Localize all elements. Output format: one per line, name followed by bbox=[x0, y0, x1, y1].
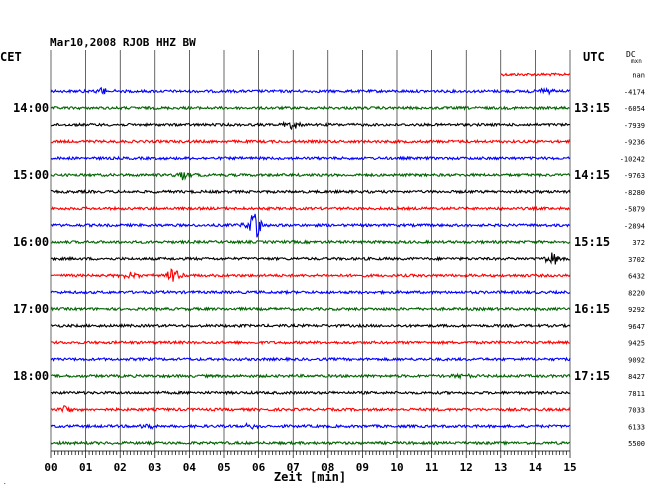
dc-value-3: -7939 bbox=[624, 122, 645, 130]
dc-value-9: -2894 bbox=[624, 222, 645, 230]
trace-0 bbox=[500, 72, 571, 77]
cet-label-18:00: 18:00 bbox=[13, 369, 49, 383]
trace-1 bbox=[50, 86, 571, 96]
utc-label-14:15: 14:15 bbox=[574, 168, 610, 182]
x-ticks: 00 01 02 03 04 05 06 07 08 09 10 11 12 13 14 15 bbox=[44, 450, 577, 474]
x-tick-label-12: 12 bbox=[460, 461, 473, 474]
trace-14 bbox=[50, 306, 571, 312]
utc-label-17:15: 17:15 bbox=[574, 369, 610, 383]
x-tick-label-13: 13 bbox=[494, 461, 507, 474]
x-tick-label-05: 05 bbox=[217, 461, 230, 474]
dc-value-22: 5500 bbox=[628, 440, 645, 448]
trace-9 bbox=[50, 213, 571, 238]
dc-value-13: 8220 bbox=[628, 289, 645, 297]
dc-value-20: 7033 bbox=[628, 407, 645, 415]
dc-value-7: -8280 bbox=[624, 189, 645, 197]
corner-mark: . bbox=[3, 479, 7, 486]
cet-label-14:00: 14:00 bbox=[13, 101, 49, 115]
chart-title: Mar10,2008 RJOB HHZ BW bbox=[50, 36, 196, 49]
trace-20 bbox=[50, 404, 571, 414]
dc-value-11: 3702 bbox=[628, 256, 645, 264]
trace-11 bbox=[50, 252, 571, 265]
trace-19 bbox=[51, 390, 571, 396]
trace-6 bbox=[50, 171, 571, 181]
cet-label-15:00: 15:00 bbox=[13, 168, 49, 182]
utc-label-16:15: 16:15 bbox=[574, 302, 610, 316]
trace-15 bbox=[50, 322, 571, 329]
trace-12 bbox=[50, 268, 571, 282]
dc-value-15: 9647 bbox=[628, 323, 645, 331]
x-tick-label-03: 03 bbox=[148, 461, 161, 474]
trace-3 bbox=[50, 120, 571, 131]
dc-value-8: -5879 bbox=[624, 206, 645, 214]
trace-16 bbox=[50, 339, 570, 346]
traces: nan -4174 -6054 -7939 -9236 -10242 -9763 -8280 -… bbox=[50, 72, 645, 448]
x-tick-label-07: 07 bbox=[287, 461, 300, 474]
trace-5 bbox=[50, 155, 571, 162]
trace-18 bbox=[50, 372, 571, 380]
x-tick-label-15: 15 bbox=[563, 461, 576, 474]
left-axis-label: CET bbox=[0, 50, 22, 64]
trace-17 bbox=[50, 356, 571, 363]
x-axis-label: Zeit [min] bbox=[274, 470, 346, 484]
x-tick-label-04: 04 bbox=[183, 461, 197, 474]
cet-label-16:00: 16:00 bbox=[13, 235, 49, 249]
x-tick-label-00: 00 bbox=[44, 461, 57, 474]
dc-value-0: nan bbox=[632, 72, 645, 80]
dc-value-14: 9292 bbox=[628, 306, 645, 314]
trace-21 bbox=[50, 421, 571, 430]
dc-value-1: -4174 bbox=[624, 88, 645, 96]
trace-22 bbox=[50, 440, 571, 446]
x-tick-label-01: 01 bbox=[79, 461, 93, 474]
utc-label-15:15: 15:15 bbox=[574, 235, 610, 249]
dc-value-16: 9425 bbox=[628, 340, 645, 348]
x-tick-label-06: 06 bbox=[252, 461, 266, 474]
dc-value-6: -9763 bbox=[624, 172, 645, 180]
dc-value-18: 8427 bbox=[628, 373, 645, 381]
trace-2 bbox=[50, 105, 571, 111]
dc-value-21: 6133 bbox=[628, 423, 645, 431]
utc-label-13:15: 13:15 bbox=[574, 101, 610, 115]
dc-value-17: 9092 bbox=[628, 356, 645, 364]
row-labels: 14:00 15:00 16:00 17:00 18:00 13:15 14:15 15:15… bbox=[13, 101, 610, 383]
dc-value-12: 6432 bbox=[628, 273, 645, 281]
dc-header-sub: mxn bbox=[631, 58, 642, 65]
dc-header: DC bbox=[626, 50, 636, 59]
x-tick-label-11: 11 bbox=[425, 461, 439, 474]
trace-4 bbox=[50, 138, 571, 145]
dc-value-19: 7811 bbox=[628, 390, 645, 398]
trace-8 bbox=[50, 205, 571, 212]
x-tick-label-10: 10 bbox=[390, 461, 403, 474]
trace-10 bbox=[50, 239, 571, 245]
x-tick-label-14: 14 bbox=[529, 461, 543, 474]
grid bbox=[50, 50, 571, 451]
dc-value-2: -6054 bbox=[624, 105, 645, 113]
dc-value-10: 372 bbox=[632, 239, 645, 247]
right-axis-label: UTC bbox=[583, 50, 605, 64]
trace-13 bbox=[50, 289, 571, 296]
cet-label-17:00: 17:00 bbox=[13, 302, 49, 316]
x-tick-label-02: 02 bbox=[114, 461, 127, 474]
trace-7 bbox=[50, 189, 571, 195]
x-tick-label-08: 08 bbox=[321, 461, 334, 474]
dc-value-5: -10242 bbox=[620, 155, 645, 163]
dc-value-4: -9236 bbox=[624, 139, 645, 147]
x-tick-label-09: 09 bbox=[356, 461, 369, 474]
